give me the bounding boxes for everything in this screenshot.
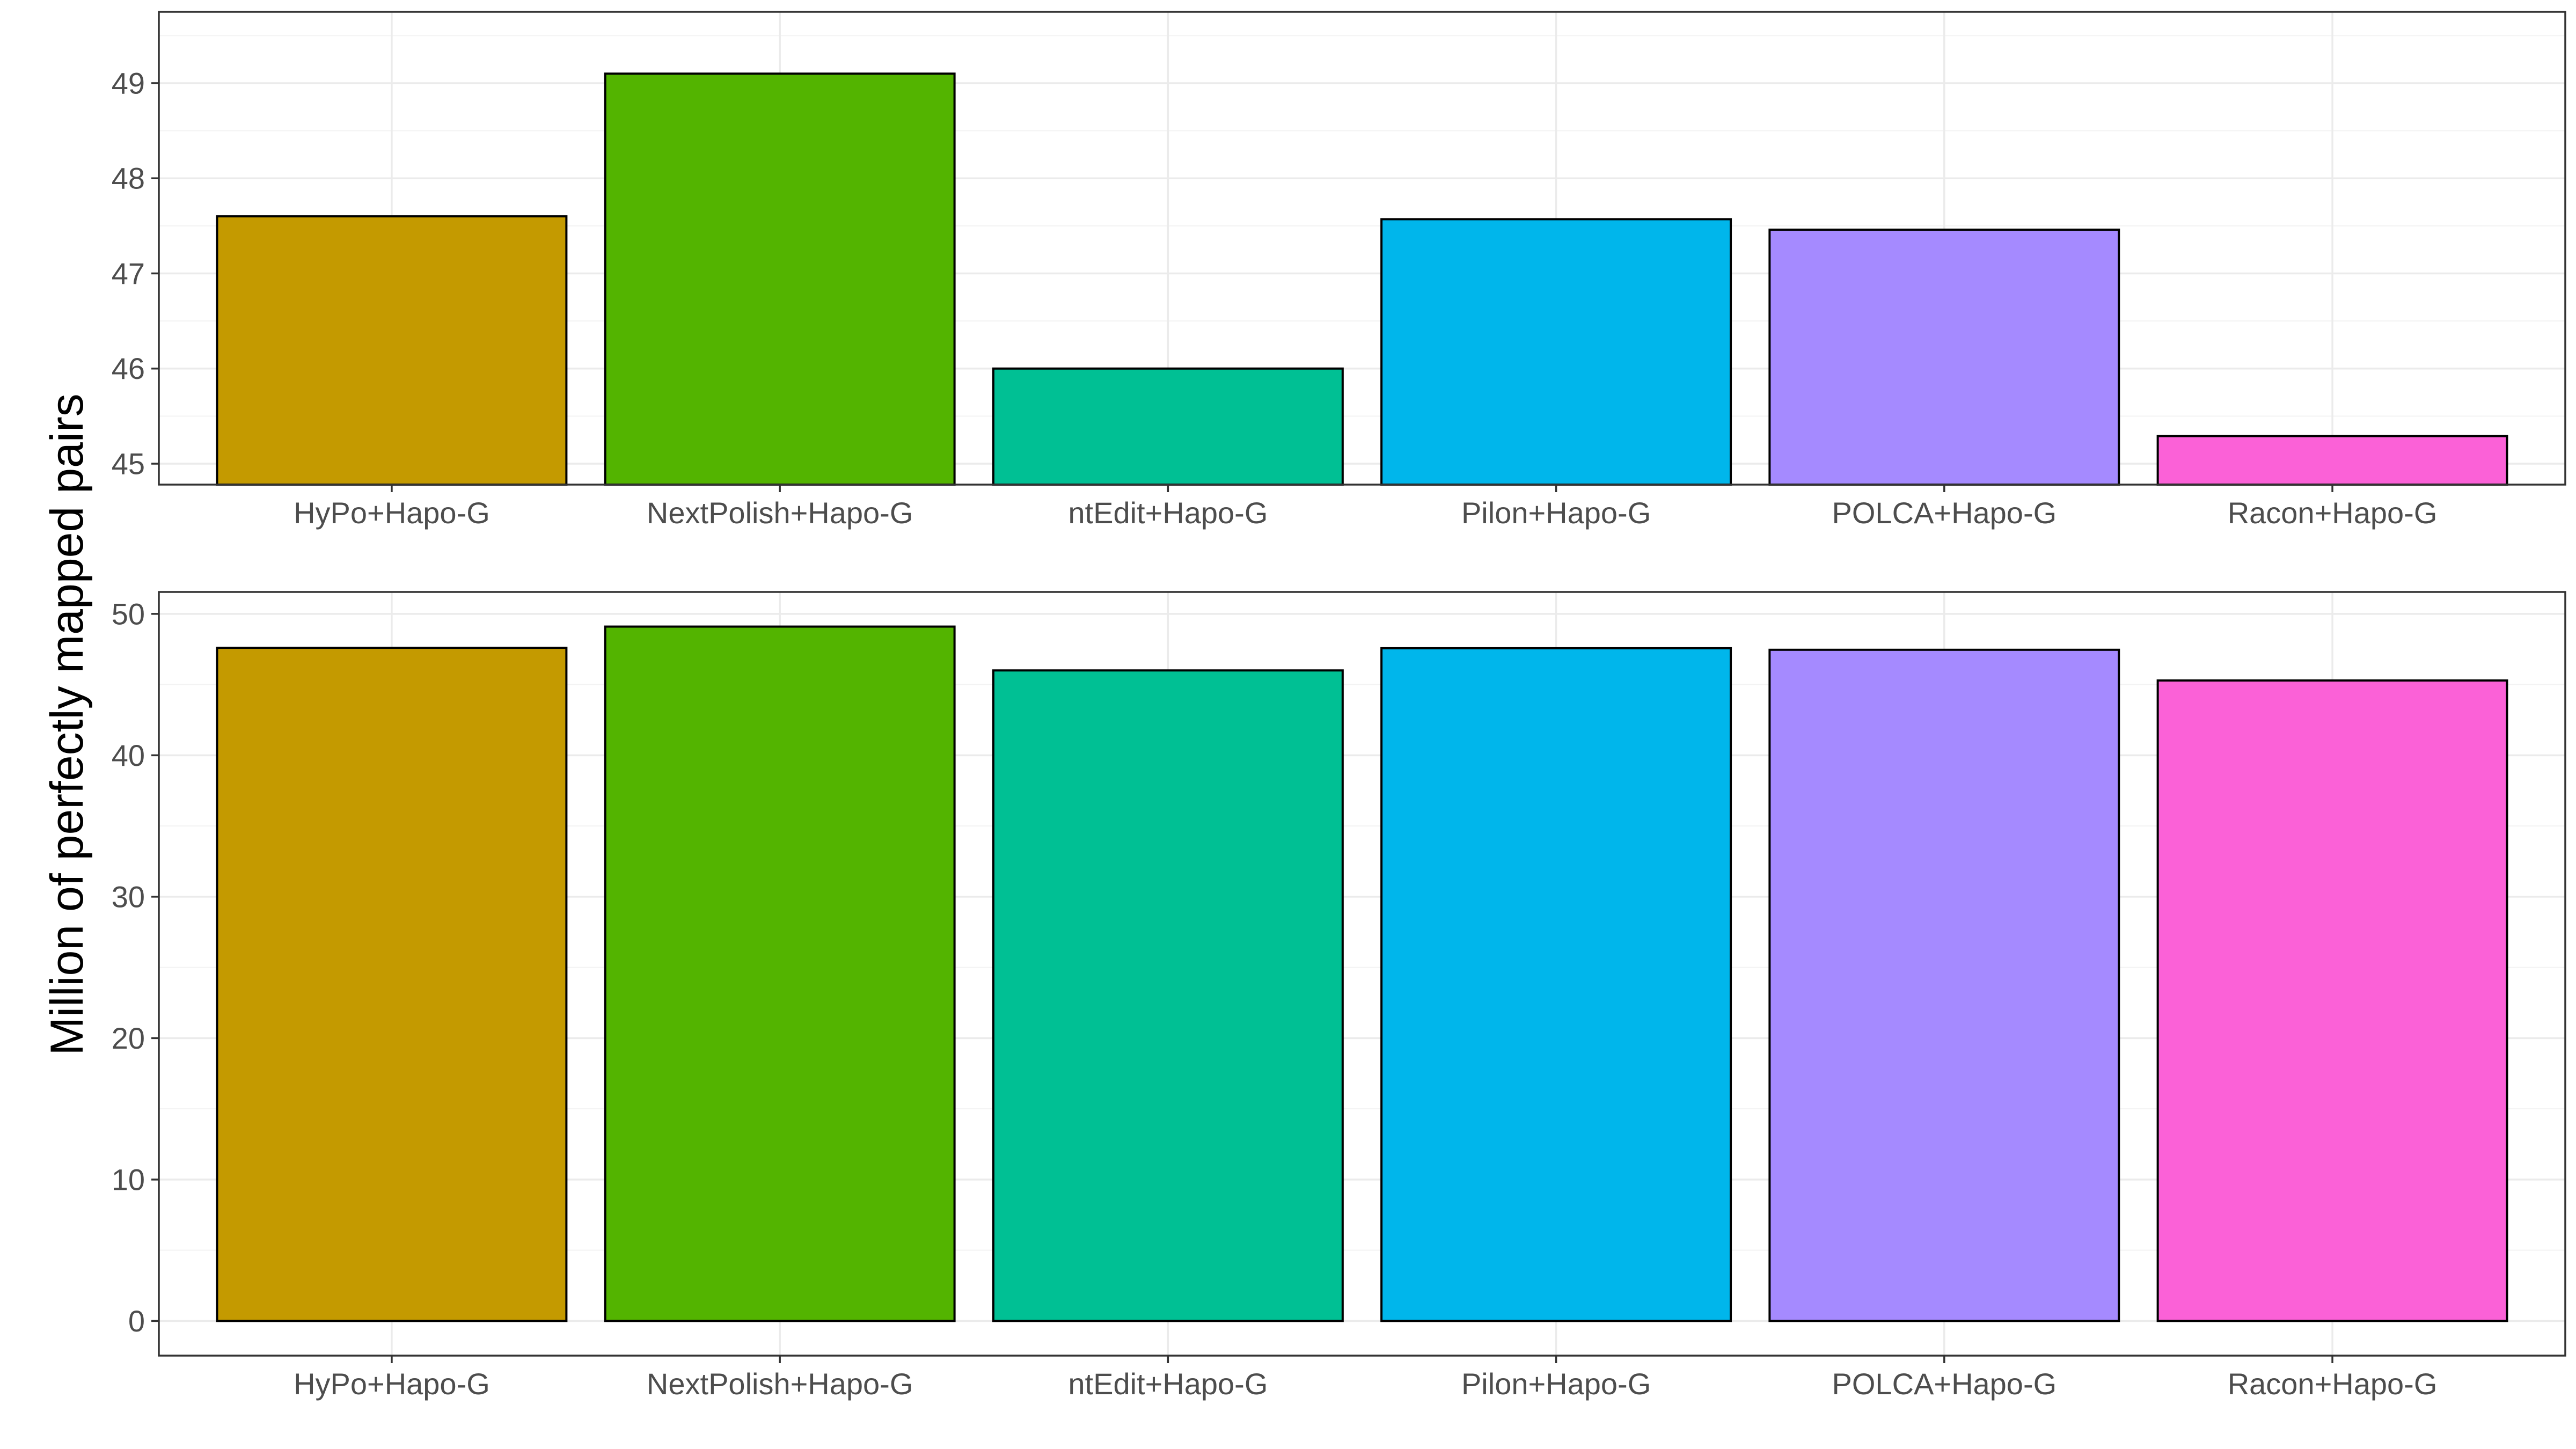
bottom-bar-nextpolish-hapo-g xyxy=(604,625,956,1322)
top-bar-polca-hapo-g xyxy=(1768,228,2120,486)
bottom-bar-polca-hapo-g xyxy=(1768,648,2120,1322)
bottom-panel: 0 10 20 30 40 50 HyPo+Hapo-G NextPolish+Hapo-G n… xyxy=(112,591,2566,1401)
top-bar-nextpolish-hapo-g xyxy=(604,72,956,486)
bottom-y-tick-label: 10 xyxy=(112,1162,145,1196)
top-x-tick-label: Racon+Hapo-G xyxy=(2228,496,2438,530)
bottom-x-tick-label: ntEdit+Hapo-G xyxy=(1068,1367,1268,1401)
top-y-tick-label: 45 xyxy=(112,447,145,481)
top-x-tick-label: Pilon+Hapo-G xyxy=(1461,496,1651,530)
top-panel-border xyxy=(158,11,2566,486)
bottom-y-tick-label: 20 xyxy=(112,1021,145,1055)
bottom-y-tick-label: 30 xyxy=(112,880,145,913)
top-x-tick-label: HyPo+Hapo-G xyxy=(294,496,490,530)
top-y-tick-label: 47 xyxy=(112,257,145,290)
bottom-y-tick-label: 40 xyxy=(112,738,145,772)
bottom-x-tick-label: Racon+Hapo-G xyxy=(2228,1367,2438,1401)
top-panel: 45 46 47 48 49 HyPo+Hapo-G NextPolish+Hapo-G nt… xyxy=(112,11,2566,530)
bottom-bar-hypo-hapo-g xyxy=(216,647,568,1322)
top-x-tick-label: ntEdit+Hapo-G xyxy=(1068,496,1268,530)
top-x-tick-label: POLCA+Hapo-G xyxy=(1832,496,2057,530)
top-y-tick-label: 46 xyxy=(112,352,145,385)
bottom-bar-pilon-hapo-g xyxy=(1380,647,1732,1322)
top-bar-pilon-hapo-g xyxy=(1380,218,1732,486)
bottom-x-tick-label: POLCA+Hapo-G xyxy=(1832,1367,2057,1401)
bottom-bar-racon-hapo-g xyxy=(2156,679,2508,1322)
bottom-y-tick-label: 50 xyxy=(112,597,145,631)
top-bar-hypo-hapo-g xyxy=(216,215,568,486)
bottom-bar-ntedit-hapo-g xyxy=(992,669,1344,1322)
y-axis-title: Million of perfectly mapped pairs xyxy=(41,393,93,1055)
bottom-x-tick-label: Pilon+Hapo-G xyxy=(1461,1367,1651,1401)
top-bar-ntedit-hapo-g xyxy=(992,367,1344,486)
top-y-tick-label: 49 xyxy=(112,66,145,100)
bottom-x-tick-label: HyPo+Hapo-G xyxy=(294,1367,490,1401)
bottom-x-tick-label: NextPolish+Hapo-G xyxy=(647,1367,913,1401)
top-x-tick-label: NextPolish+Hapo-G xyxy=(647,496,913,530)
top-bar-racon-hapo-g xyxy=(2156,435,2508,486)
top-y-tick-label: 48 xyxy=(112,162,145,195)
bottom-panel-border xyxy=(158,591,2566,1357)
bottom-y-tick-label: 0 xyxy=(128,1304,145,1338)
